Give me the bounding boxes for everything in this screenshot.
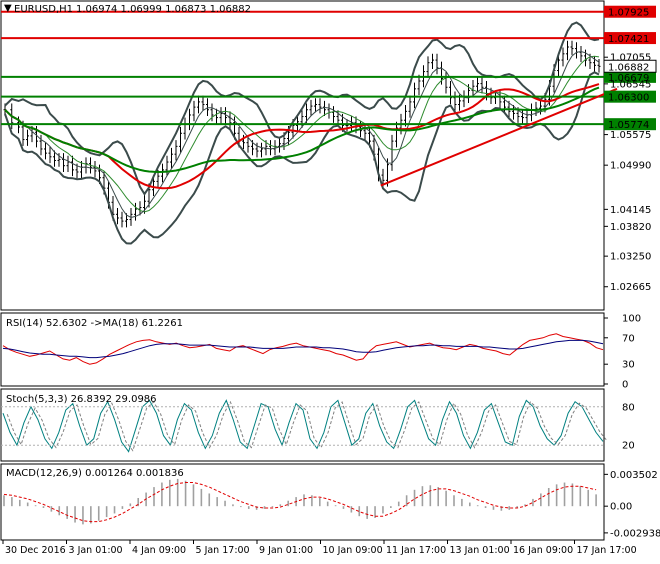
ohlc-label: 1.06974 1.06999 1.06873 1.06882: [76, 4, 251, 15]
x-tick-label: 11 Jan 17:00: [386, 545, 446, 556]
x-tick-label: 16 Jan 09:00: [513, 545, 573, 556]
current-price-label: 1.06882: [608, 62, 649, 73]
macd-y-tick-label: 0.00: [610, 502, 632, 513]
rsi-y-tick-label: 100: [622, 314, 641, 325]
current-price-box: [603, 59, 657, 73]
x-tick-label: 9 Jan 01:00: [259, 545, 313, 556]
level-label-box: [604, 70, 656, 83]
level-label: 1.06300: [608, 93, 649, 104]
level-label: 1.05774: [608, 120, 649, 131]
x-tick-label: 5 Jan 17:00: [196, 545, 250, 556]
x-tick-label: 4 Jan 09:00: [132, 545, 186, 556]
macd-title: MACD(12,26,9) 0.001264 0.001836: [6, 468, 184, 479]
price-y-tick-label: 1.05575: [610, 130, 651, 141]
x-tick-label: 30 Dec 2016: [5, 545, 66, 556]
price-layer: [1, 10, 618, 245]
ma-green: [4, 86, 600, 174]
stoch-main-line: [2, 399, 604, 453]
price-y-tick-label: 1.06545: [610, 79, 651, 90]
stoch-title: Stoch(5,3,3) 26.8392 29.0986: [6, 394, 157, 405]
stoch-y-tick-label: 80: [622, 402, 635, 413]
x-tick-label: 13 Jan 01:00: [450, 545, 510, 556]
axis-layer: 1.07925 1.07421 1.06679 1.06300 1.05774 1.070…: [2, 5, 660, 556]
macd-signal-line: [3, 482, 597, 523]
collapse-arrow-icon[interactable]: ▼: [4, 3, 12, 14]
price-y-tick-label: 1.04145: [610, 205, 651, 216]
rsi-line: [2, 333, 604, 365]
stoch-signal-line: [6, 400, 608, 452]
level-label: 1.06679: [608, 73, 649, 84]
macd-layer: [3, 478, 597, 525]
price-y-tick-label: 1.02665: [610, 282, 651, 293]
stoch-y-tick-label: 20: [622, 441, 635, 452]
price-y-tick-label: 1.07055: [610, 53, 651, 64]
price-y-tick-label: 1.03250: [610, 252, 651, 263]
level-label-box: [604, 118, 656, 131]
x-tick-label: 10 Jan 09:00: [323, 545, 383, 556]
macd-pane-frame: [0, 463, 605, 541]
rsi-pane-frame: [0, 312, 605, 387]
symbol-label: EURUSD,H1: [14, 4, 73, 15]
level-label: 1.07421: [608, 34, 649, 45]
x-tick-label: 3 Jan 01:00: [69, 545, 123, 556]
level-label: 1.07925: [608, 8, 649, 19]
stoch-layer: [1, 399, 608, 453]
trend-line: [380, 87, 618, 187]
level-label-box: [604, 5, 656, 18]
ma-short: [4, 55, 600, 213]
price-y-tick-label: 1.03820: [610, 222, 651, 233]
rsi-ma-line: [2, 339, 604, 359]
rsi-y-tick-label: 30: [622, 360, 635, 371]
price-pane-frame: [0, 0, 605, 311]
macd-y-tick-label: 0.003502: [610, 470, 658, 481]
price-y-tick-label: 1.04990: [610, 161, 651, 172]
level-label-box: [604, 90, 656, 103]
rsi-title: RSI(14) 52.6302 ->MA(18) 61.2261: [6, 318, 183, 329]
macd-y-tick-label: -0.002938: [610, 528, 660, 539]
rsi-layer: [2, 333, 604, 365]
rsi-y-tick-label: 70: [622, 333, 635, 344]
level-label-box: [604, 32, 656, 45]
rsi-y-tick-label: 0: [622, 380, 628, 391]
x-tick-label: 17 Jan 17:00: [577, 545, 637, 556]
